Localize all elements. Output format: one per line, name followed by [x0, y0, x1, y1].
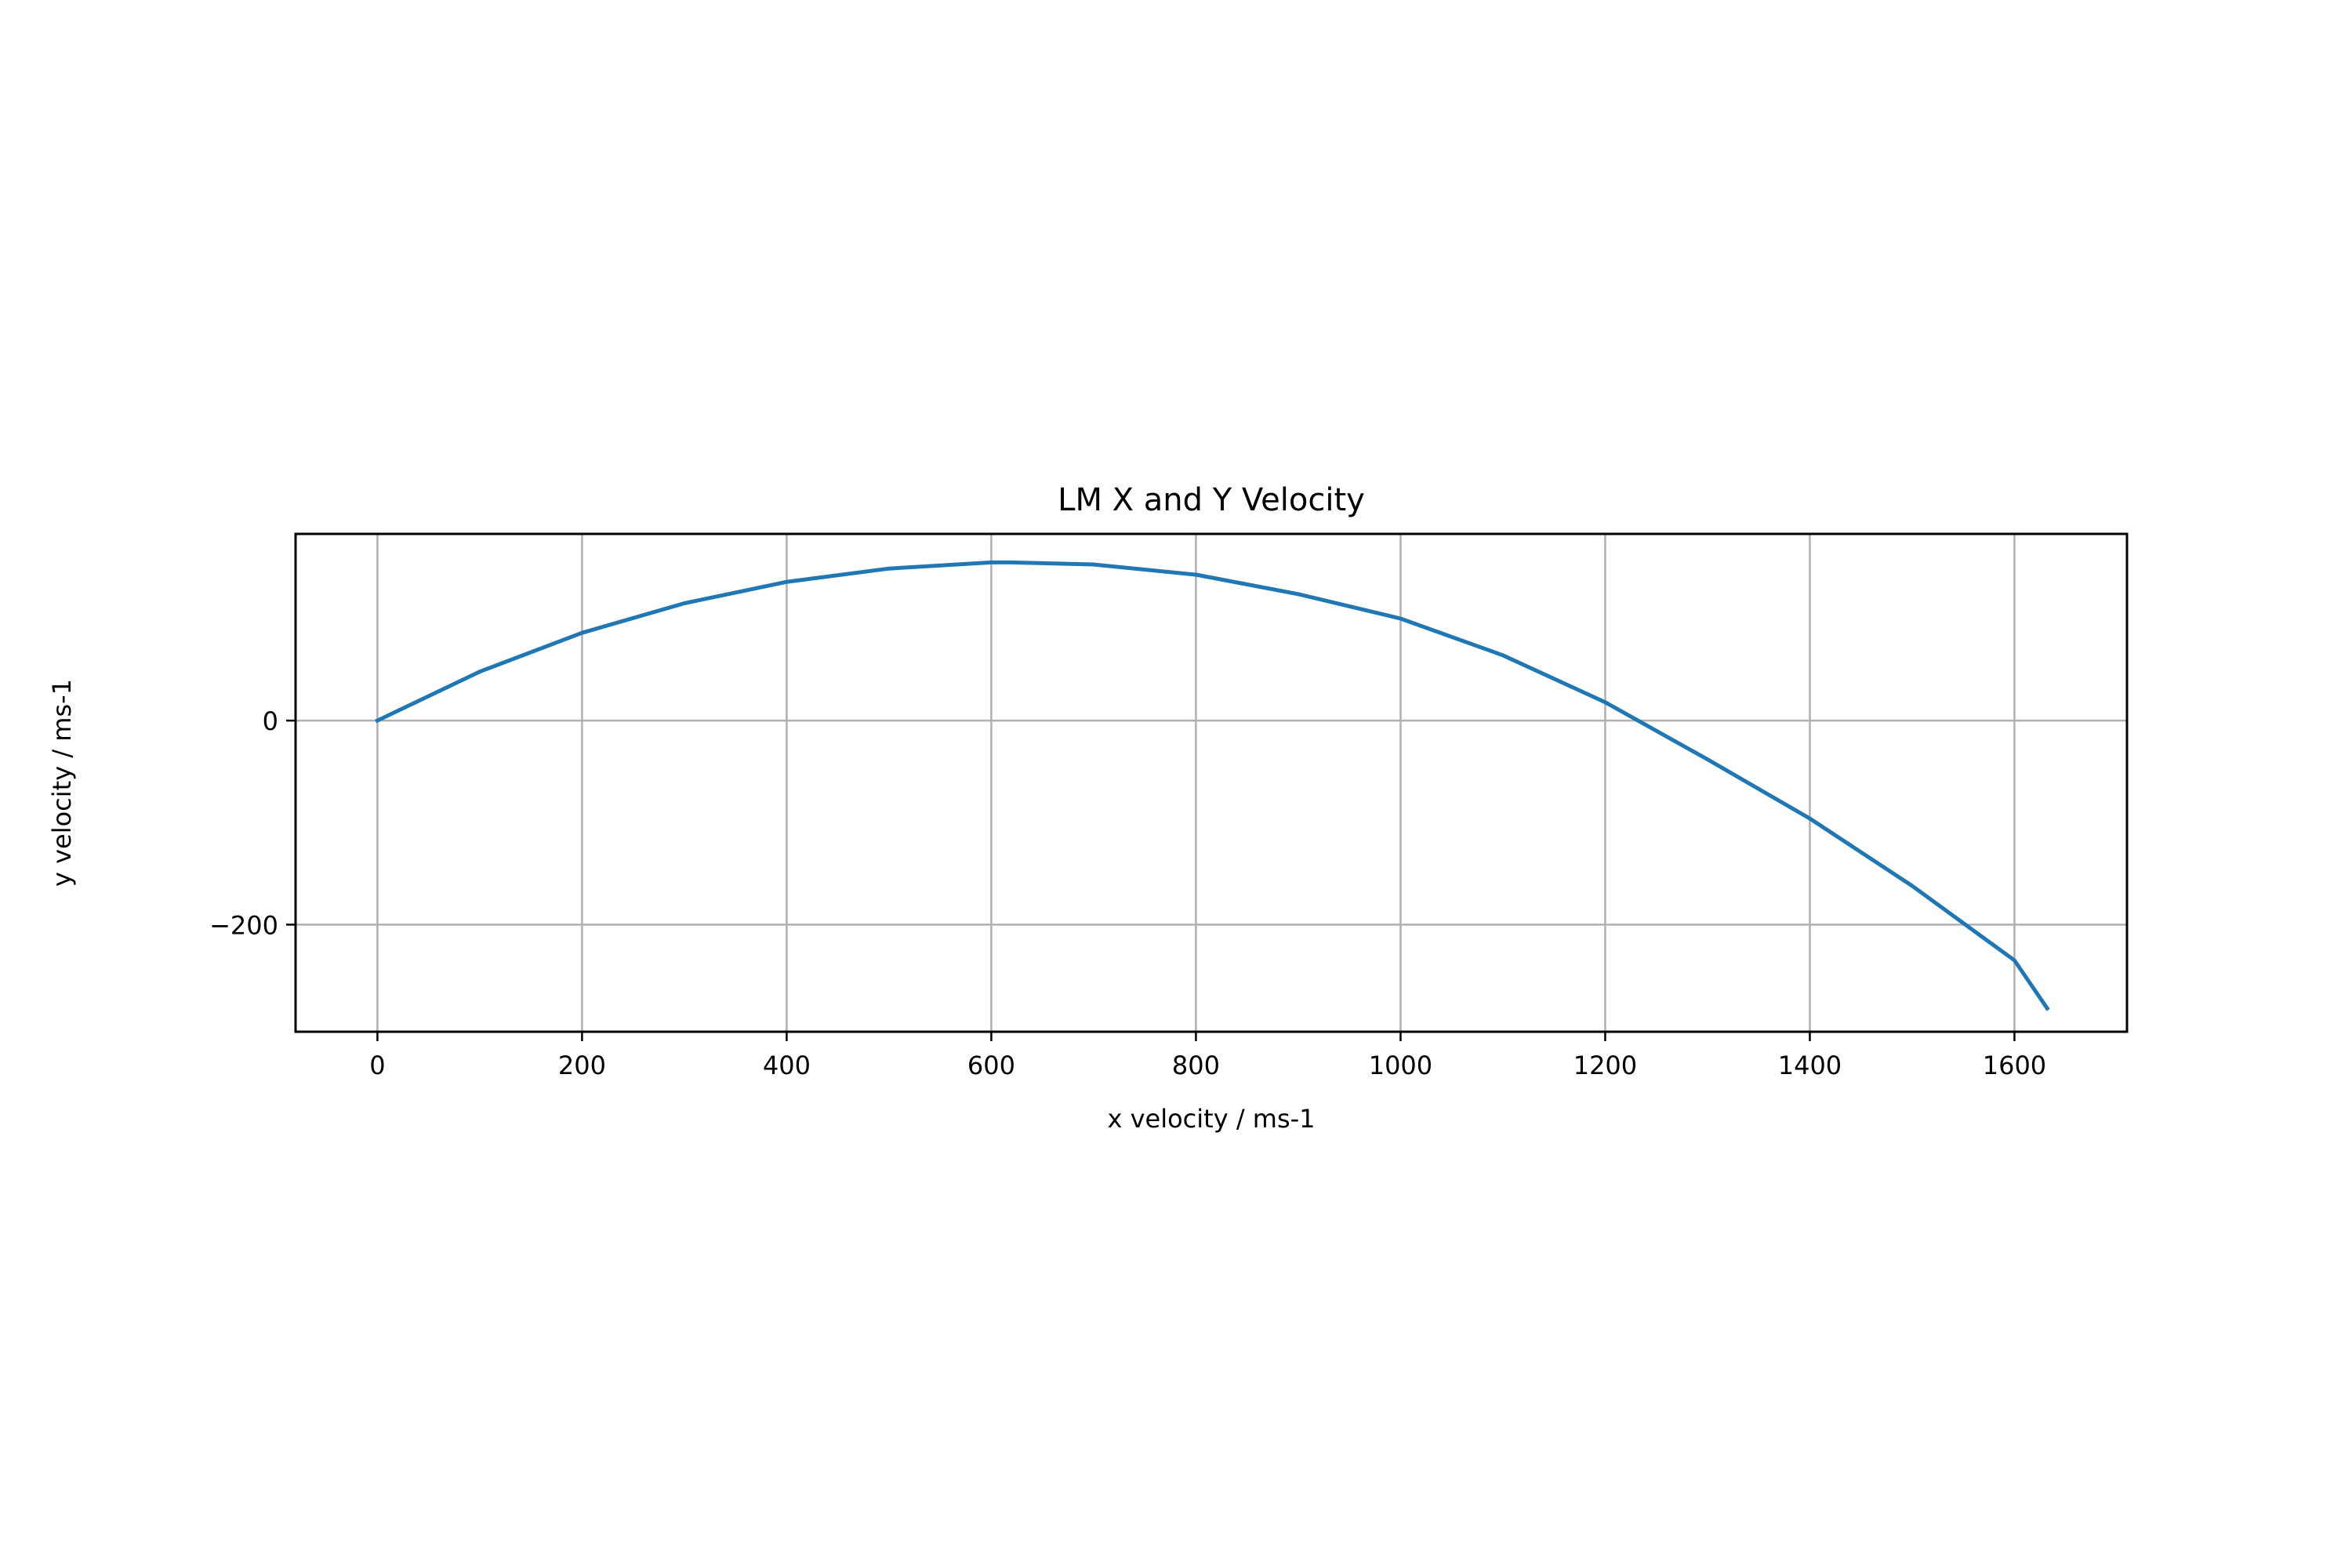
x-tick-label: 1600	[1983, 1051, 2046, 1080]
series-line	[375, 560, 2050, 1011]
x-tick-label: 200	[558, 1051, 606, 1080]
x-tick-label: 800	[1172, 1051, 1220, 1080]
y-tick-label: 0	[263, 706, 278, 736]
x-axis-label: x velocity / ms-1	[1107, 1104, 1315, 1134]
x-tick-label: 0	[369, 1051, 385, 1080]
axes-frame	[294, 532, 2129, 1033]
grid	[296, 534, 2127, 1032]
y-axis-label: y velocity / ms-1	[47, 679, 77, 887]
y-axis-ticks: −200 0	[209, 706, 296, 940]
chart-title: LM X and Y Velocity	[1058, 482, 1365, 518]
plot-area	[375, 560, 2050, 1011]
x-tick-label: 600	[967, 1051, 1015, 1080]
x-tick-label: 1400	[1778, 1051, 1842, 1080]
x-axis-ticks: 0 200 400 600 800 1000 1200 1400 1600	[369, 1032, 2046, 1080]
y-tick-label: −200	[209, 910, 278, 940]
x-tick-label: 400	[763, 1051, 811, 1080]
x-tick-label: 1200	[1573, 1051, 1637, 1080]
x-tick-label: 1000	[1369, 1051, 1432, 1080]
